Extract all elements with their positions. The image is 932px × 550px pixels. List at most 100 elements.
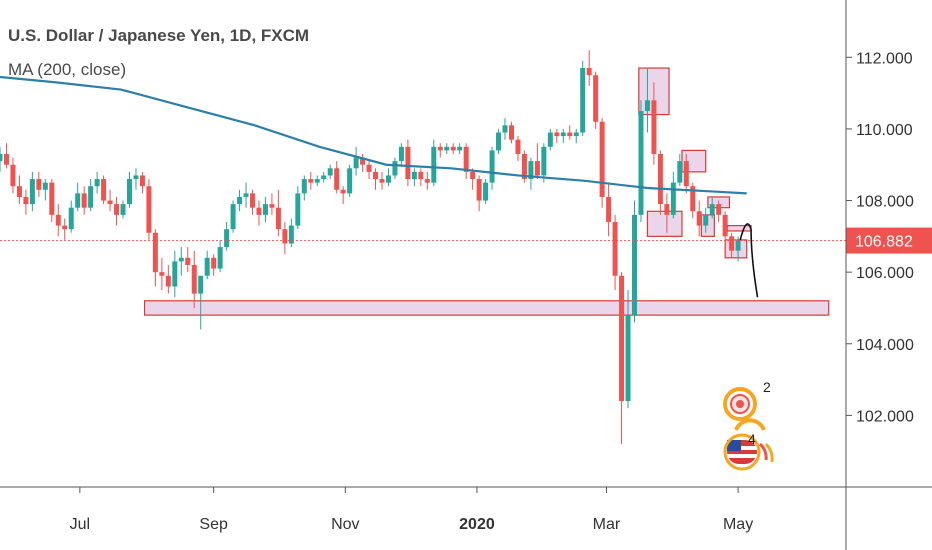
candle-body (262, 204, 268, 215)
candle-body (275, 207, 281, 230)
candle-body (191, 264, 197, 294)
candle-body (729, 236, 735, 251)
candle-body (0, 153, 3, 162)
candle-body (16, 186, 22, 197)
candle-body (347, 168, 353, 194)
candles-layer (0, 50, 741, 445)
candle-body (211, 257, 217, 269)
candle-body (554, 132, 560, 137)
candle-body (521, 153, 527, 180)
candle-body (366, 164, 372, 172)
candle-body (159, 272, 165, 276)
candle-body (133, 175, 139, 180)
badge-number-bottom: 4 (748, 431, 756, 447)
candle-body (256, 207, 262, 215)
indicator-label[interactable]: MA (200, close) (8, 60, 127, 79)
candle-body (217, 247, 223, 269)
candle-body (120, 204, 126, 215)
candle-body (573, 132, 579, 137)
y-tick-label: 108.000 (856, 194, 914, 211)
candle-body (178, 257, 184, 262)
candle-body (606, 196, 612, 223)
candle-body (644, 100, 650, 112)
candle-body (716, 204, 722, 215)
candle-body (49, 182, 55, 215)
major-support-zone (143, 300, 830, 316)
candle-body (10, 164, 16, 187)
candle-body (29, 179, 35, 205)
candle-body (405, 146, 411, 180)
candle-body (165, 275, 171, 287)
chart-title[interactable]: U.S. Dollar / Japanese Yen, 1D, FXCM (8, 26, 310, 45)
candle-body (638, 111, 644, 215)
candle-body (560, 132, 566, 137)
candle-body (470, 171, 476, 180)
april-consolidation-zone (646, 210, 683, 237)
candle-body (62, 225, 68, 230)
current-price-layer: 106.882 (0, 227, 932, 254)
candle-body (619, 275, 625, 402)
candle-body (528, 161, 534, 180)
candle-body (502, 125, 508, 133)
candle-body (670, 182, 676, 215)
candle-body (68, 207, 74, 230)
candle-body (243, 193, 249, 197)
ma-layer (0, 75, 747, 195)
candle-body (385, 175, 391, 183)
candle-body (36, 179, 42, 190)
candle-body (321, 175, 327, 180)
candle-body (722, 214, 728, 237)
projection-curve (739, 223, 759, 298)
x-tick-label: May (723, 516, 753, 533)
candle-body (55, 214, 61, 226)
x-tick-label: Mar (593, 516, 621, 533)
x-tick-label: Nov (331, 516, 359, 533)
candle-body (496, 132, 502, 151)
candle-body (152, 232, 158, 273)
candle-body (114, 204, 120, 215)
candle-body (437, 146, 443, 151)
candle-body (683, 161, 689, 187)
candle-body (288, 225, 294, 244)
usd-jpy-flag-badge-icon[interactable] (723, 387, 774, 471)
candle-body (657, 153, 663, 205)
y-tick-label: 104.000 (856, 337, 914, 354)
candle-body (586, 68, 592, 76)
candle-body (230, 204, 236, 230)
candle-body (250, 193, 256, 208)
y-tick-label: 110.000 (856, 122, 913, 139)
candle-body (424, 179, 430, 183)
candle-body (696, 211, 702, 226)
candle-body (398, 146, 404, 162)
y-tick-label: 112.000 (856, 50, 913, 67)
candle-body (3, 153, 9, 165)
resistance-line-zone (726, 224, 752, 232)
candle-body (612, 222, 618, 276)
candle-body (23, 196, 29, 205)
candle-body (411, 171, 417, 180)
candle-body (204, 257, 210, 276)
candle-body (703, 214, 709, 226)
candle-body (185, 257, 191, 265)
candle-body (599, 121, 605, 197)
badge-layer[interactable]: 2 4 (723, 379, 774, 471)
zones-layer (143, 67, 830, 316)
candle-body (431, 146, 437, 183)
candle-body (360, 157, 366, 165)
candle-body (353, 157, 359, 169)
candle-body (373, 171, 379, 180)
candle-body (42, 182, 48, 190)
candle-body (508, 125, 514, 140)
candle-body (580, 68, 586, 133)
candle-body (301, 179, 307, 194)
candle-body (567, 132, 573, 137)
candle-body (88, 186, 94, 208)
candle-body (418, 171, 424, 180)
ma-200-line (0, 75, 747, 195)
candle-body (444, 146, 450, 151)
candle-body (483, 182, 489, 201)
candle-body (327, 168, 333, 176)
candle-body (295, 193, 301, 226)
